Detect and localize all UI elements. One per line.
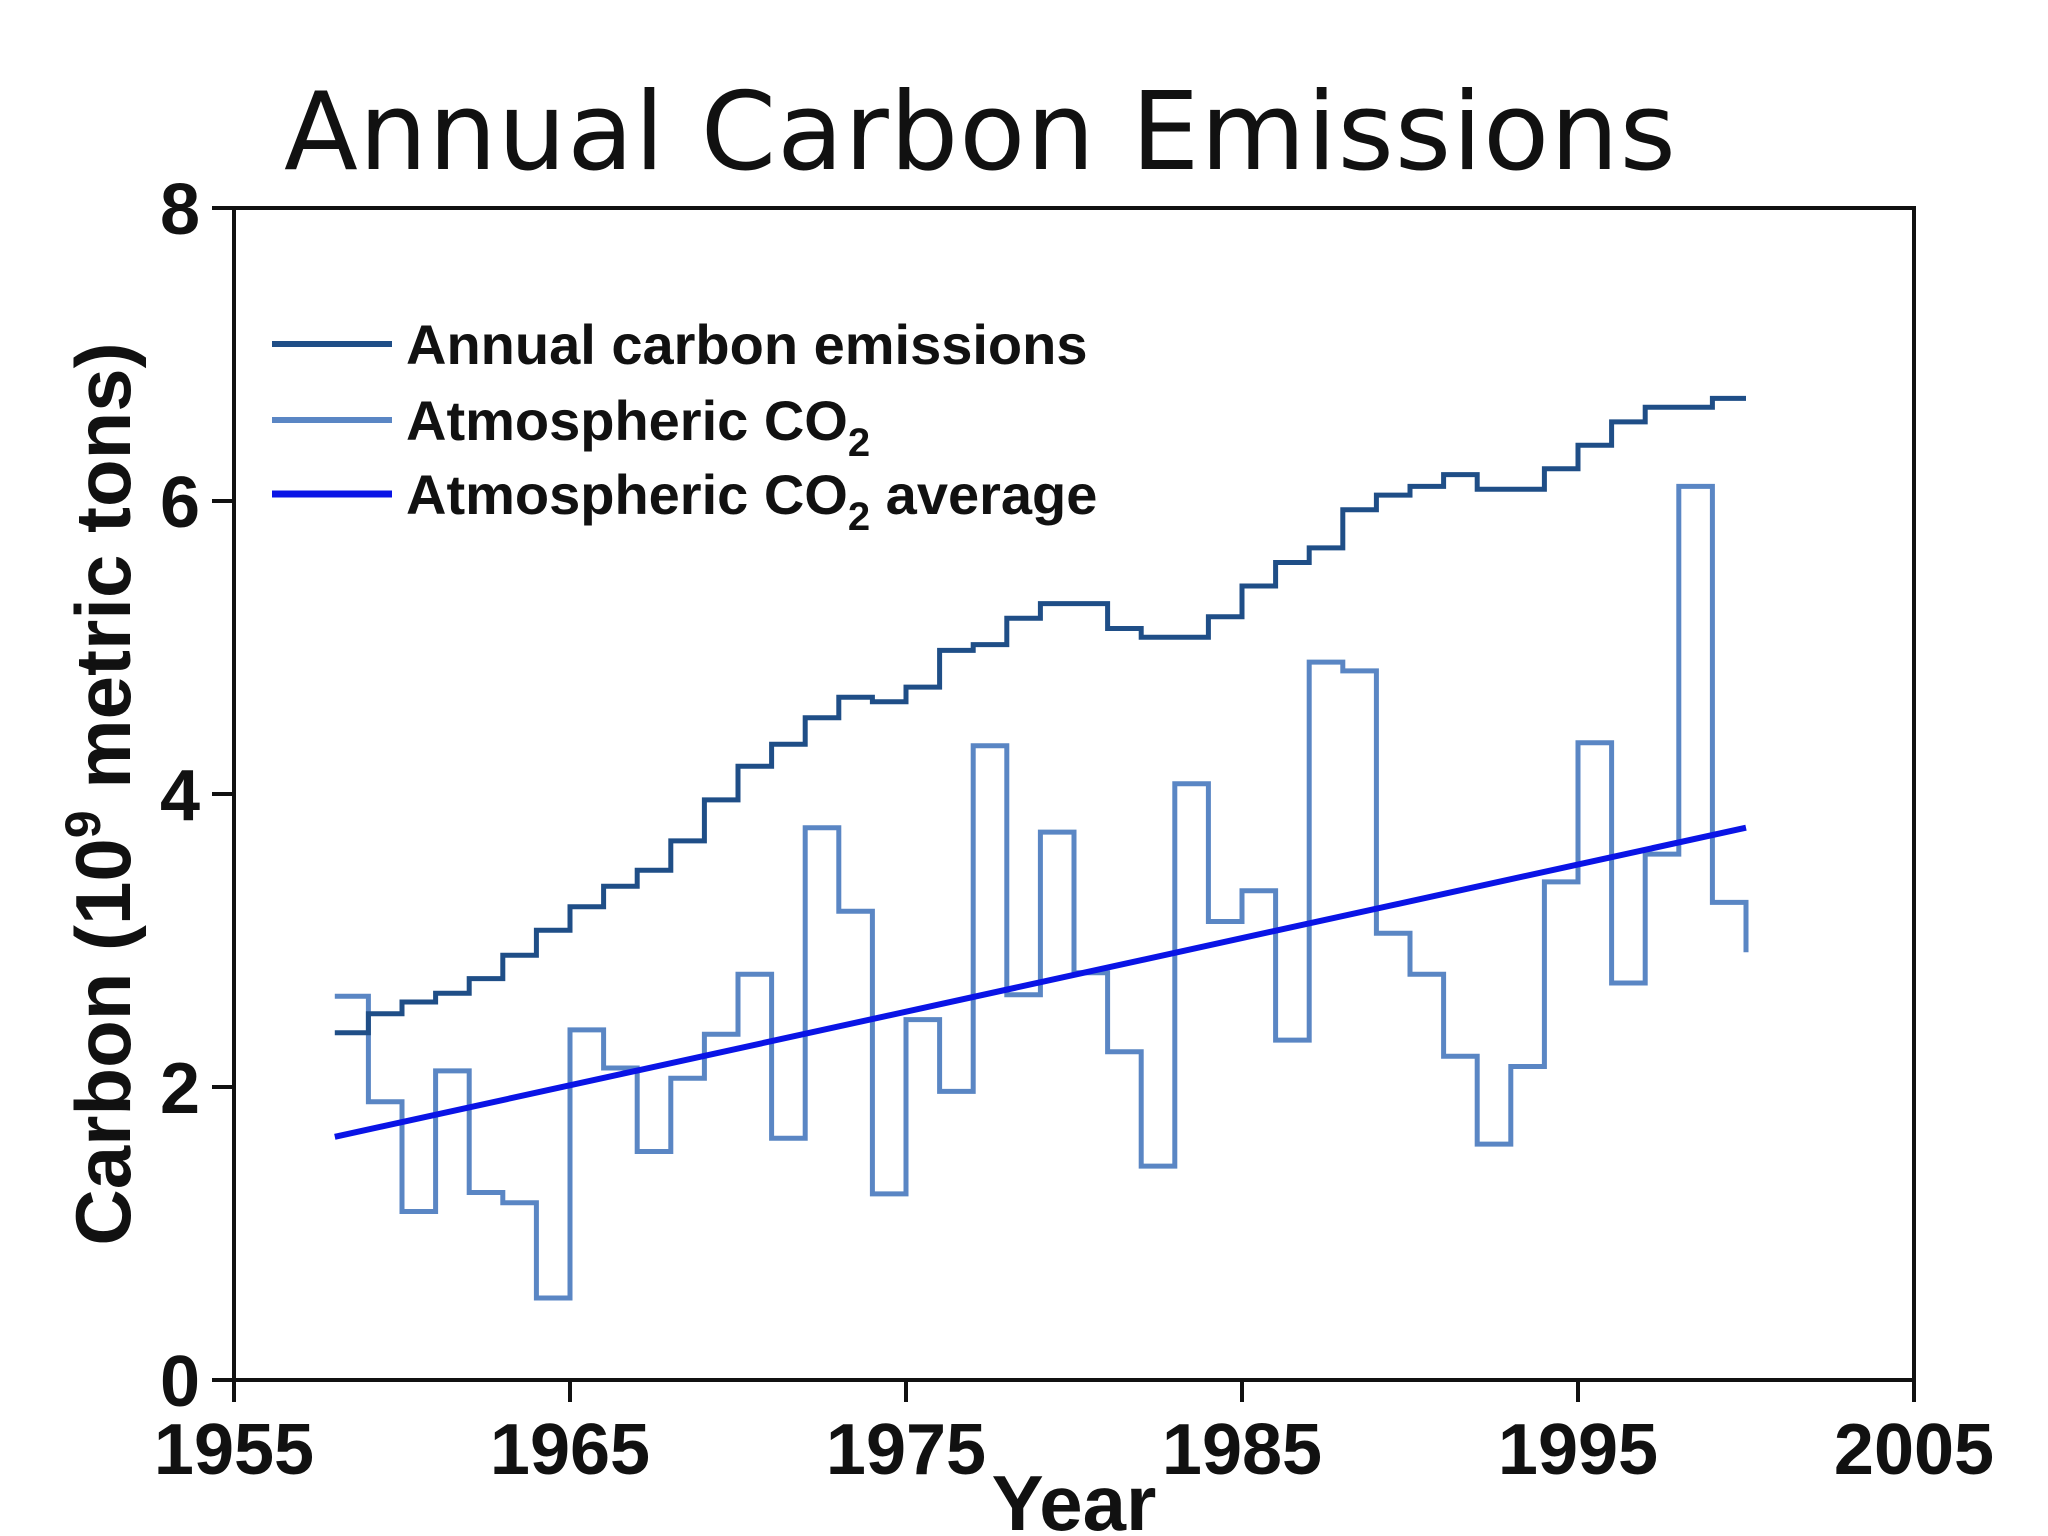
legend-label: Annual carbon emissions bbox=[406, 313, 1088, 376]
legend-label: Atmospheric CO2 average bbox=[406, 463, 1097, 539]
y-axis-title-suffix: metric tons) bbox=[59, 342, 147, 810]
y-axis-title-superscript: 9 bbox=[55, 810, 111, 838]
plot-area-frame bbox=[232, 206, 1916, 1382]
legend-label-part: Annual carbon emissions bbox=[406, 313, 1088, 376]
x-axis-title: Year bbox=[992, 1459, 1157, 1536]
y-tick-label: 8 bbox=[160, 170, 200, 250]
x-tick-label: 1975 bbox=[826, 1410, 986, 1490]
legend-label-part: Atmospheric CO bbox=[406, 463, 848, 526]
legend-label-subscript: 2 bbox=[848, 421, 870, 465]
legend-label-part: Atmospheric CO bbox=[406, 389, 848, 452]
chart-title: Annual Carbon Emissions bbox=[284, 70, 1677, 195]
x-tick-label: 1965 bbox=[490, 1410, 650, 1490]
y-tick-label: 4 bbox=[160, 756, 200, 836]
legend-label: Atmospheric CO2 bbox=[406, 389, 870, 465]
x-tick-label: 2005 bbox=[1834, 1410, 1994, 1490]
y-tick-label: 0 bbox=[160, 1342, 200, 1422]
y-tick-label: 2 bbox=[160, 1049, 200, 1129]
series-co2-line bbox=[334, 483, 1749, 1301]
legend-label-subscript: 2 bbox=[848, 495, 870, 539]
series-layer bbox=[334, 395, 1749, 1301]
y-axis-title: Carbon (109 metric tons) bbox=[55, 342, 147, 1245]
y-axis-title-prefix: Carbon (10 bbox=[59, 838, 147, 1245]
x-tick-label: 1995 bbox=[1498, 1410, 1658, 1490]
x-tick-label: 1955 bbox=[154, 1410, 314, 1490]
series-emissions-line bbox=[334, 395, 1746, 1036]
x-tick-label: 1985 bbox=[1162, 1410, 1322, 1490]
legend-label-part: average bbox=[870, 463, 1097, 526]
y-tick-label: 6 bbox=[160, 463, 200, 543]
series-average-line bbox=[334, 824, 1747, 1140]
axis-ticks: 1955 1965 1975 1985 1995 2005 0 2 4 6 8 bbox=[154, 170, 1994, 1490]
